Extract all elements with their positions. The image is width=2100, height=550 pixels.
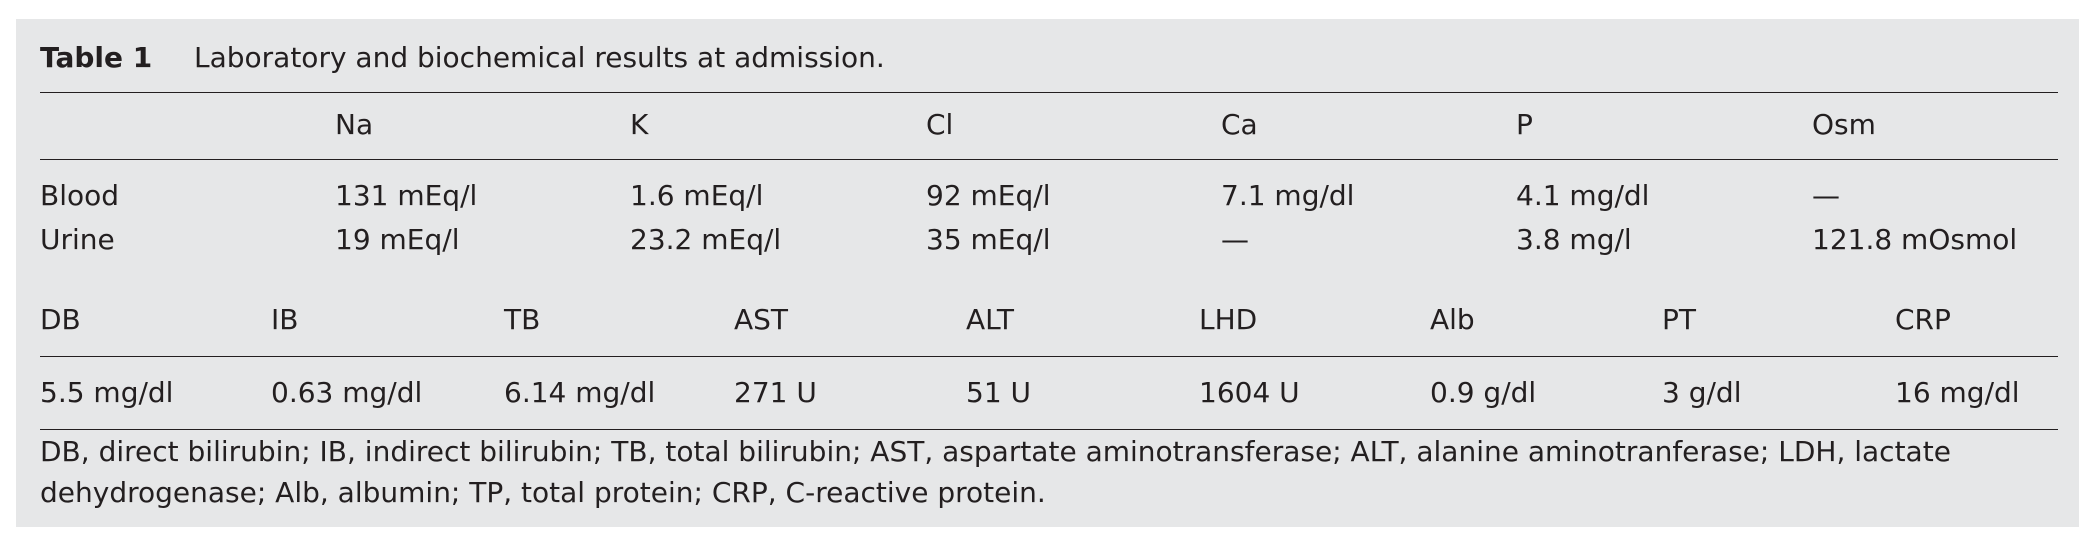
rule xyxy=(40,429,2058,430)
cell: 131 mEq/l xyxy=(335,179,478,212)
column-header: Na xyxy=(335,108,374,141)
cell: 19 mEq/l xyxy=(335,223,460,256)
column-header: ALT xyxy=(966,303,1015,336)
footnote: DB, direct bilirubin; IB, indirect bilir… xyxy=(40,435,1951,509)
table-label: Table 1 xyxy=(40,41,153,74)
column-header: P xyxy=(1516,108,1533,141)
rule xyxy=(40,92,2058,93)
cell: 1.6 mEq/l xyxy=(630,179,764,212)
cell: 7.1 mg/dl xyxy=(1221,179,1355,212)
column-header: AST xyxy=(734,303,789,336)
cell: 23.2 mEq/l xyxy=(630,223,782,256)
cell: 16 mg/dl xyxy=(1895,376,2020,409)
cell: 6.14 mg/dl xyxy=(504,376,656,409)
cell: 5.5 mg/dl xyxy=(40,376,174,409)
cell: 0.9 g/dl xyxy=(1430,376,1537,409)
row-label: Urine xyxy=(40,223,115,256)
column-header: Ca xyxy=(1221,108,1258,141)
cell: 3 g/dl xyxy=(1662,376,1742,409)
cell: 1604 U xyxy=(1199,376,1300,409)
row-label: Blood xyxy=(40,179,120,212)
column-header: LHD xyxy=(1199,303,1258,336)
column-header: DB xyxy=(40,303,81,336)
cell: — xyxy=(1221,223,1249,256)
column-header: PT xyxy=(1662,303,1696,336)
rule xyxy=(40,159,2058,160)
table-panel xyxy=(16,19,2079,527)
cell: 51 U xyxy=(966,376,1032,409)
cell: 271 U xyxy=(734,376,817,409)
column-header: IB xyxy=(271,303,299,336)
column-header: K xyxy=(630,108,649,141)
column-header: CRP xyxy=(1895,303,1951,336)
cell: 4.1 mg/dl xyxy=(1516,179,1650,212)
cell: 92 mEq/l xyxy=(926,179,1051,212)
cell: 121.8 mOsmol xyxy=(1812,223,2018,256)
column-header: Alb xyxy=(1430,303,1475,336)
cell: 35 mEq/l xyxy=(926,223,1051,256)
column-header: TB xyxy=(504,303,541,336)
column-header: Cl xyxy=(926,108,954,141)
column-header: Osm xyxy=(1812,108,1876,141)
cell: 3.8 mg/l xyxy=(1516,223,1632,256)
rule xyxy=(40,356,2058,357)
table-caption: Laboratory and biochemical results at ad… xyxy=(194,41,885,74)
cell: — xyxy=(1812,179,1840,212)
cell: 0.63 mg/dl xyxy=(271,376,423,409)
